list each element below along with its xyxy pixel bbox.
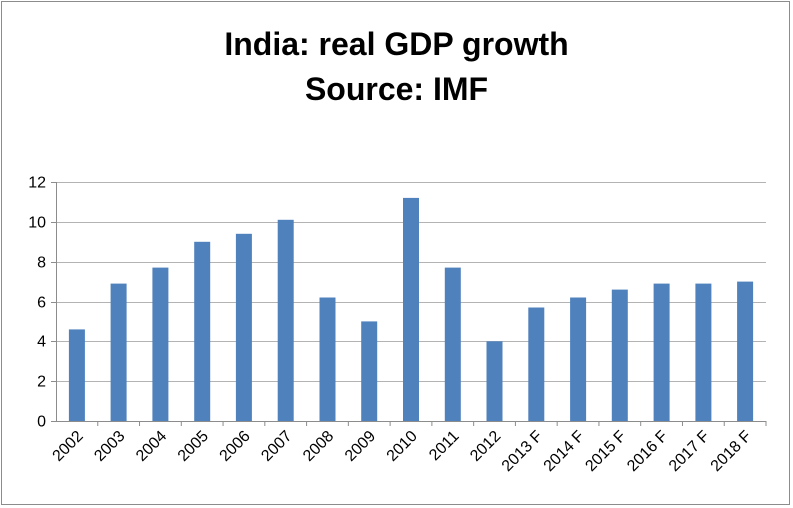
x-tick-label: 2017 F [666, 428, 713, 475]
bar [737, 281, 754, 421]
bar [486, 341, 503, 421]
x-tick-label: 2005 [175, 428, 212, 465]
bar [68, 329, 85, 421]
y-tick-label: 2 [37, 374, 46, 391]
x-tick-label: 2010 [384, 428, 421, 465]
bar [653, 283, 670, 421]
y-tick-label: 8 [37, 255, 46, 272]
bars [68, 197, 754, 422]
x-tick-label: 2018 F [708, 428, 755, 475]
x-tick-label: 2016 F [624, 428, 671, 475]
bar [528, 307, 545, 421]
bar [444, 267, 461, 421]
x-tick-label: 2004 [133, 428, 170, 465]
x-tick-labels: 2002 2003 2004 2005 2006 2007 2008 2009 2010 2011… [50, 428, 756, 475]
bar [235, 233, 252, 421]
x-tick-label: 2012 [467, 428, 504, 465]
x-tick-label: 2015 F [582, 428, 629, 475]
y-tick-label: 0 [37, 414, 46, 431]
bar [319, 297, 336, 421]
x-tick-label: 2013 F [499, 428, 546, 475]
x-tick-label: 2009 [342, 428, 379, 465]
bar [110, 283, 127, 421]
bar [611, 289, 628, 421]
chart-title: India: real GDP growth Source: IMF [0, 22, 793, 112]
y-tick-label: 4 [37, 334, 46, 351]
x-tick-label: 2011 [426, 428, 462, 464]
y-tick-labels: 0 2 4 6 8 10 12 [28, 175, 46, 431]
bar [403, 197, 419, 421]
x-tick-label: 2006 [217, 428, 254, 465]
y-tick-label: 12 [28, 175, 46, 192]
x-tick-label: 2008 [300, 428, 337, 465]
x-tick-label: 2003 [91, 428, 128, 465]
bar [570, 297, 587, 421]
y-tick-label: 10 [28, 215, 46, 232]
bar [695, 283, 712, 421]
x-tick-label: 2007 [258, 428, 295, 465]
bar [194, 241, 211, 422]
chart-title-line-2: Source: IMF [304, 71, 489, 107]
bar [361, 321, 378, 421]
y-tick-label: 6 [37, 295, 46, 312]
bar [277, 219, 294, 421]
chart-title-line-1: India: real GDP growth [224, 26, 569, 62]
axes [51, 182, 767, 426]
bar [152, 267, 169, 421]
x-tick-label: 2002 [50, 428, 87, 465]
x-tick-label: 2014 F [541, 428, 588, 475]
